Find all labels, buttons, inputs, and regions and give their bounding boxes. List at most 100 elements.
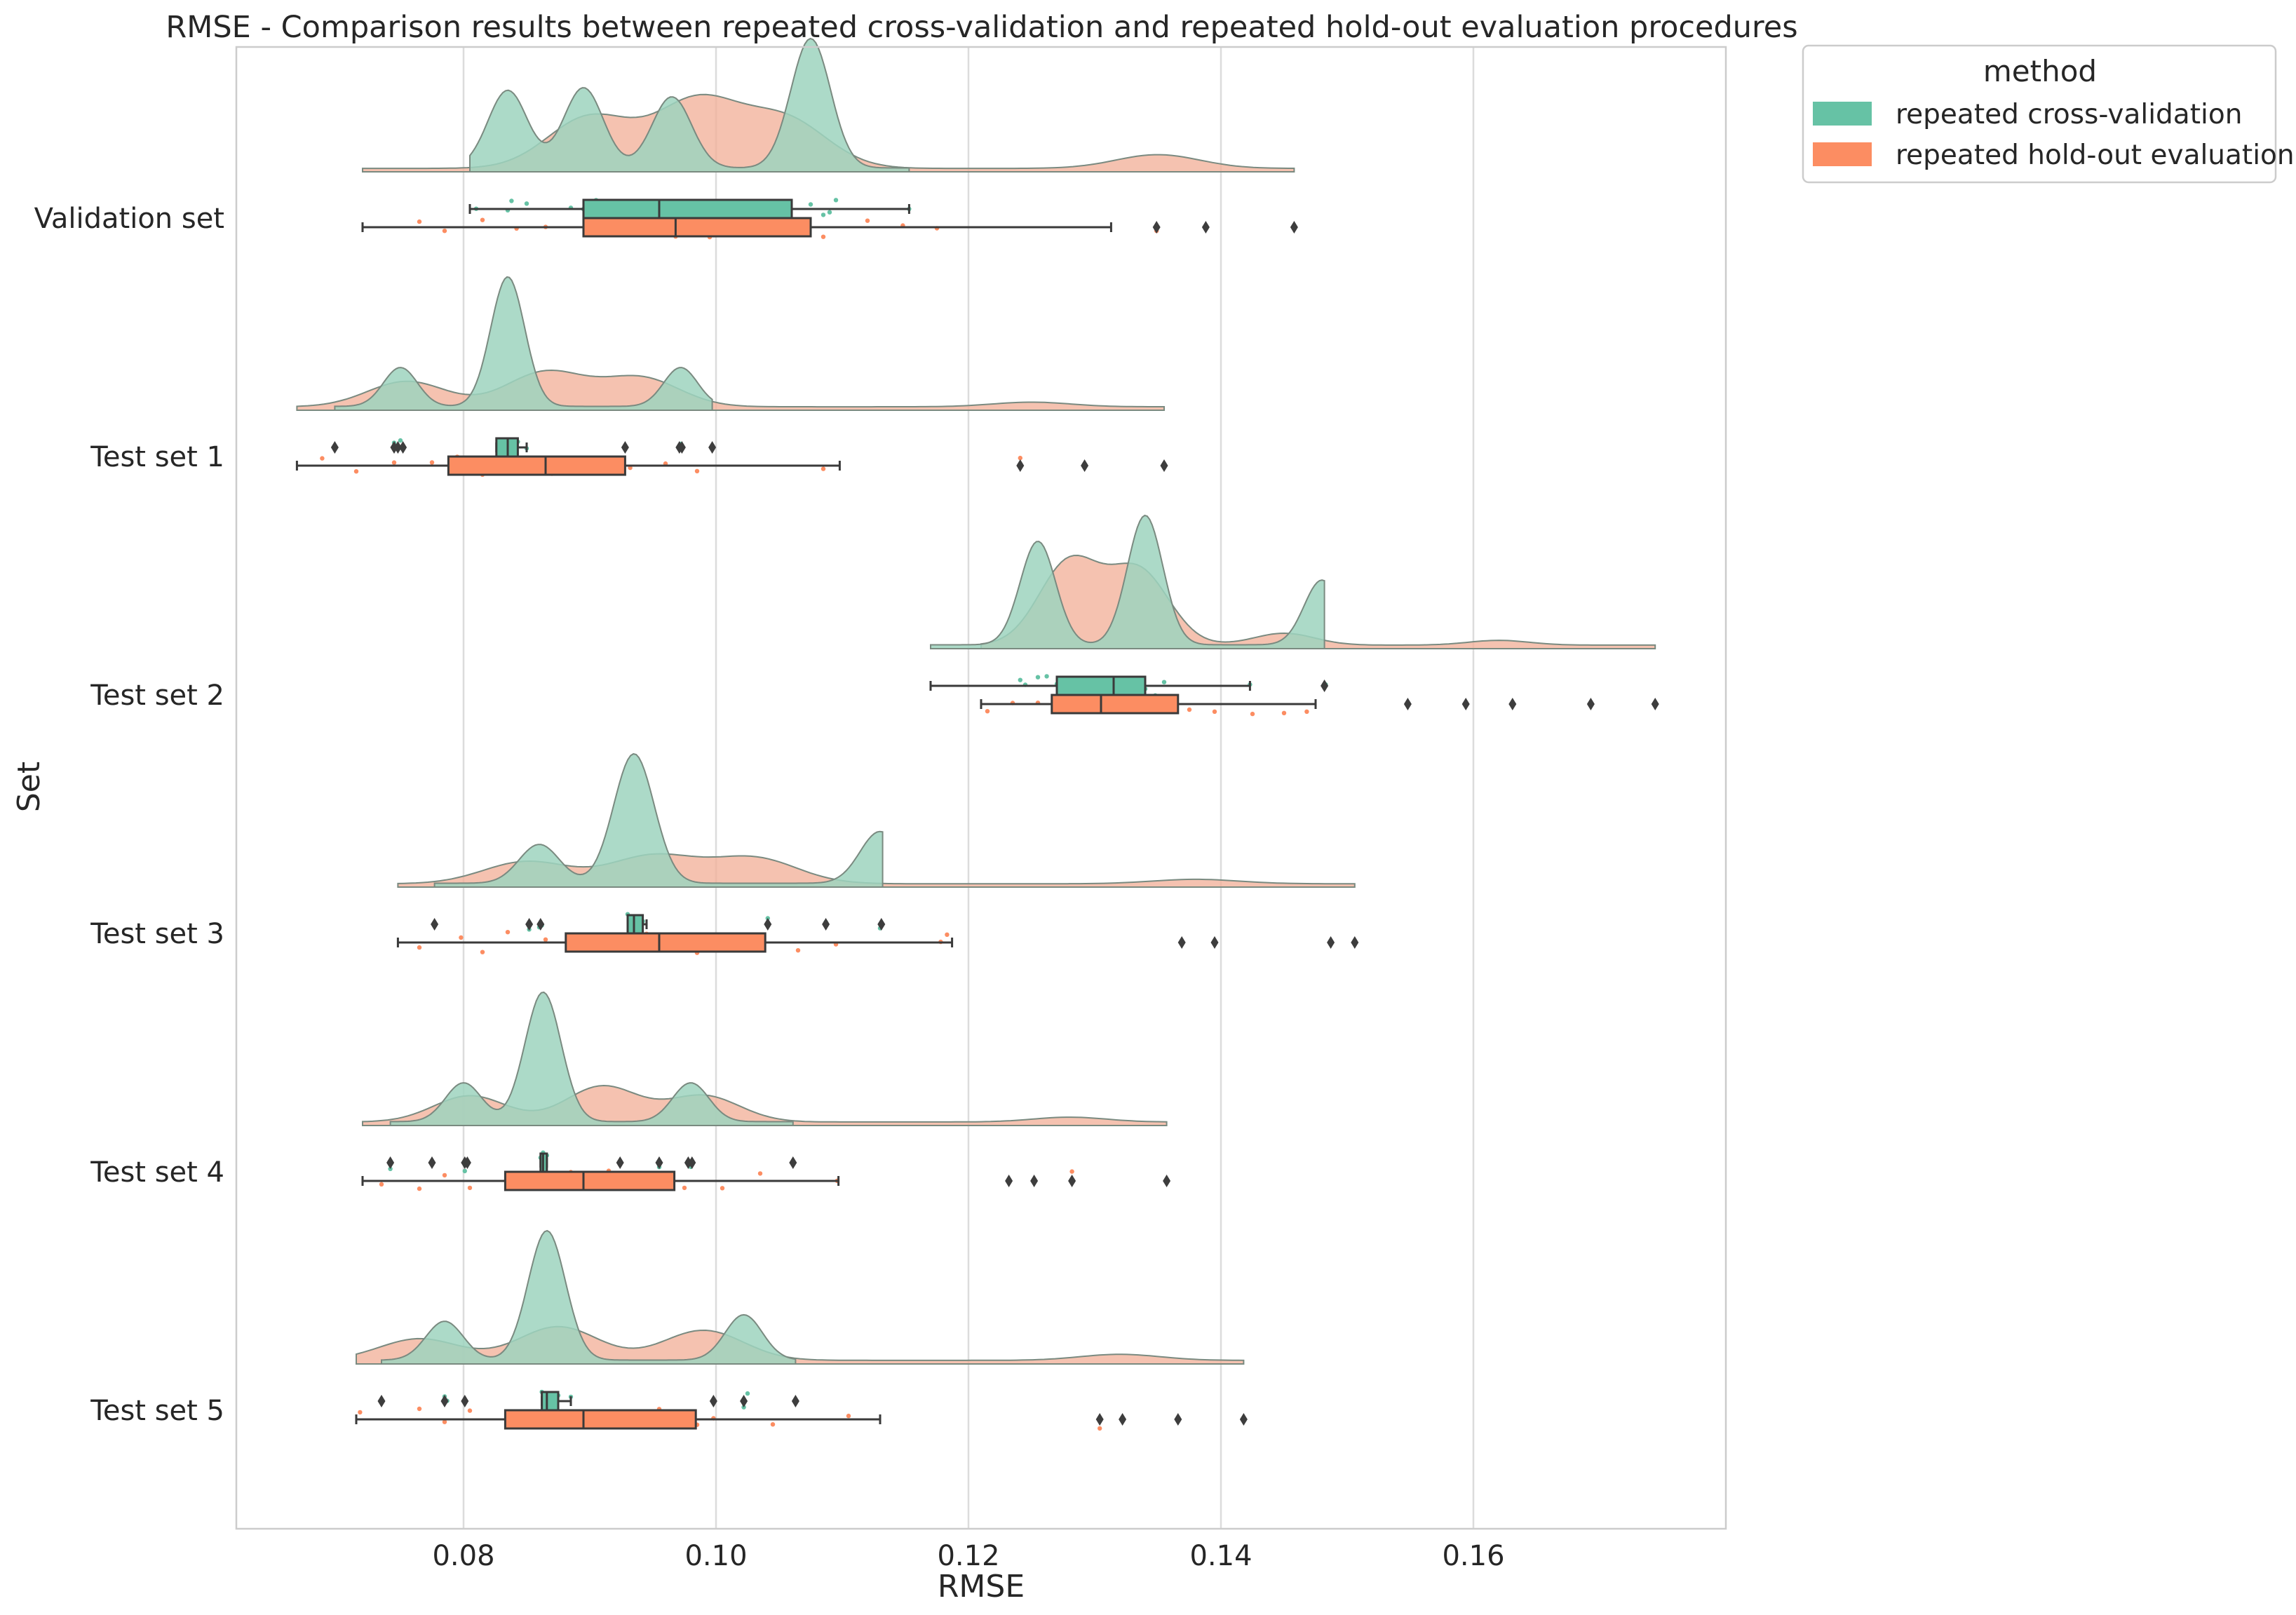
outlier-marker (463, 1156, 471, 1169)
outlier-marker (677, 441, 686, 454)
box-cross-validation (626, 914, 644, 935)
jitter-point-hold-out (379, 1182, 384, 1187)
outlier-marker (1005, 1175, 1013, 1187)
outlier-marker (1239, 1413, 1248, 1426)
y-axis-ticks: Validation set Test set 1 Test set 2 Test s… (34, 203, 224, 1427)
jitter-point-cross-validation (1161, 680, 1167, 684)
jitter-point-cross-validation (524, 201, 529, 206)
x-axis-label: RMSE (938, 1569, 1025, 1604)
jitter-point-hold-out (682, 1185, 687, 1191)
outlier-marker (655, 1156, 663, 1169)
jitter-point-hold-out (417, 1406, 422, 1412)
jitter-point-hold-out (985, 709, 990, 714)
outlier-marker (791, 1395, 799, 1407)
outlier-marker (536, 918, 545, 931)
plot-frame (235, 46, 1727, 1530)
jitter-point-hold-out (795, 948, 801, 953)
x-tick-label: 0.12 (937, 1540, 999, 1572)
jitter-point-hold-out (459, 935, 464, 940)
outlier-marker (1174, 1413, 1182, 1426)
legend: method repeated cross-validation repeate… (1802, 44, 2295, 184)
jitter-point-hold-out (770, 1422, 776, 1427)
x-tick-label: 0.10 (684, 1540, 747, 1572)
x-axis-ticks: 0.08 0.10 0.12 0.14 0.16 (432, 1540, 1504, 1572)
density-cloud-cross-validation (930, 514, 1325, 649)
y-tick-label: Test set 3 (90, 918, 224, 950)
jitter-point-cross-validation (462, 1168, 467, 1174)
outlier-marker (399, 441, 407, 454)
jitter-point-hold-out (1098, 1426, 1102, 1431)
jitter-point-hold-out (442, 1173, 447, 1178)
outlier-marker (1177, 936, 1186, 949)
jitter-point-hold-out (353, 469, 359, 474)
density-cloud-cross-validation (334, 276, 713, 411)
jitter-point-hold-out (945, 932, 950, 938)
jitter-point-hold-out (480, 950, 485, 954)
jitter-point-hold-out (821, 466, 826, 471)
jitter-point-cross-validation (1044, 674, 1049, 679)
outlier-marker (616, 1156, 624, 1169)
outlier-marker (1403, 698, 1412, 710)
jitter-point-hold-out (417, 1186, 422, 1191)
jitter-point-hold-out (846, 1413, 851, 1419)
outlier-marker (1030, 1175, 1039, 1187)
density-cloud-cross-validation (381, 1229, 797, 1365)
jitter-point-hold-out (694, 468, 700, 473)
outlier-marker (1152, 221, 1161, 234)
density-clouds (296, 37, 1656, 1365)
outlier-marker (1461, 698, 1470, 710)
jitter-point-hold-out (1212, 709, 1217, 714)
legend-swatch-cross-validation (1813, 102, 1872, 126)
outlier-marker (764, 918, 772, 931)
jitter-point-hold-out (467, 1408, 473, 1413)
legend-frame (1802, 44, 2277, 184)
box-hold-out (504, 1409, 697, 1430)
outlier-marker (708, 441, 717, 454)
outlier-marker (1201, 221, 1210, 234)
jitter-point-hold-out (1187, 707, 1192, 712)
legend-label-hold-out: repeated hold-out evaluation (1896, 140, 2295, 171)
jitter-point-hold-out (720, 1186, 725, 1191)
jitter-point-cross-validation (1035, 675, 1041, 680)
outlier-marker (377, 1395, 386, 1407)
jitter-point-hold-out (442, 1419, 447, 1424)
box-hold-out (447, 455, 626, 476)
outlier-marker (1210, 936, 1219, 949)
box-cross-validation (1055, 675, 1147, 696)
legend-title: method (1983, 54, 2097, 88)
jitter-point-cross-validation (745, 1391, 750, 1396)
outlier-marker (709, 1395, 717, 1407)
outlier-marker (1508, 698, 1517, 710)
outlier-marker (740, 1395, 748, 1407)
jitter-point-hold-out (1018, 455, 1023, 461)
outlier-marker (1016, 459, 1025, 472)
jitter-point-cross-validation (1018, 677, 1023, 682)
outlier-marker (525, 918, 534, 931)
chart-title: RMSE - Comparison results between repeat… (166, 10, 1797, 45)
outlier-marker (1651, 698, 1659, 710)
jitter-point-hold-out (505, 930, 511, 935)
outlier-marker (789, 1156, 797, 1169)
x-tick-label: 0.14 (1189, 1540, 1252, 1572)
y-tick-label: Test set 4 (90, 1156, 224, 1189)
outlier-marker (1160, 459, 1168, 472)
jitter-point-cross-validation (808, 202, 813, 207)
x-tick-label: 0.16 (1442, 1540, 1504, 1572)
outlier-marker (1095, 1413, 1104, 1426)
y-tick-label: Test set 1 (90, 441, 224, 473)
outlier-marker (1321, 680, 1329, 692)
outlier-marker (428, 1156, 436, 1169)
y-tick-label: Test set 2 (90, 680, 224, 712)
jitter-point-hold-out (417, 219, 422, 224)
jitter-point-cross-validation (509, 198, 514, 203)
jitter-point-hold-out (320, 456, 325, 461)
density-cloud-cross-validation (389, 991, 794, 1126)
jitter-point-hold-out (865, 218, 870, 223)
jitter-point-hold-out (391, 460, 397, 465)
box-hold-out (582, 217, 812, 238)
jitter-point-hold-out (1304, 709, 1309, 714)
y-axis-label: Set (11, 762, 47, 812)
jitter-point-hold-out (358, 1410, 363, 1415)
outlier-marker (621, 441, 629, 454)
x-grid (462, 47, 1475, 1529)
